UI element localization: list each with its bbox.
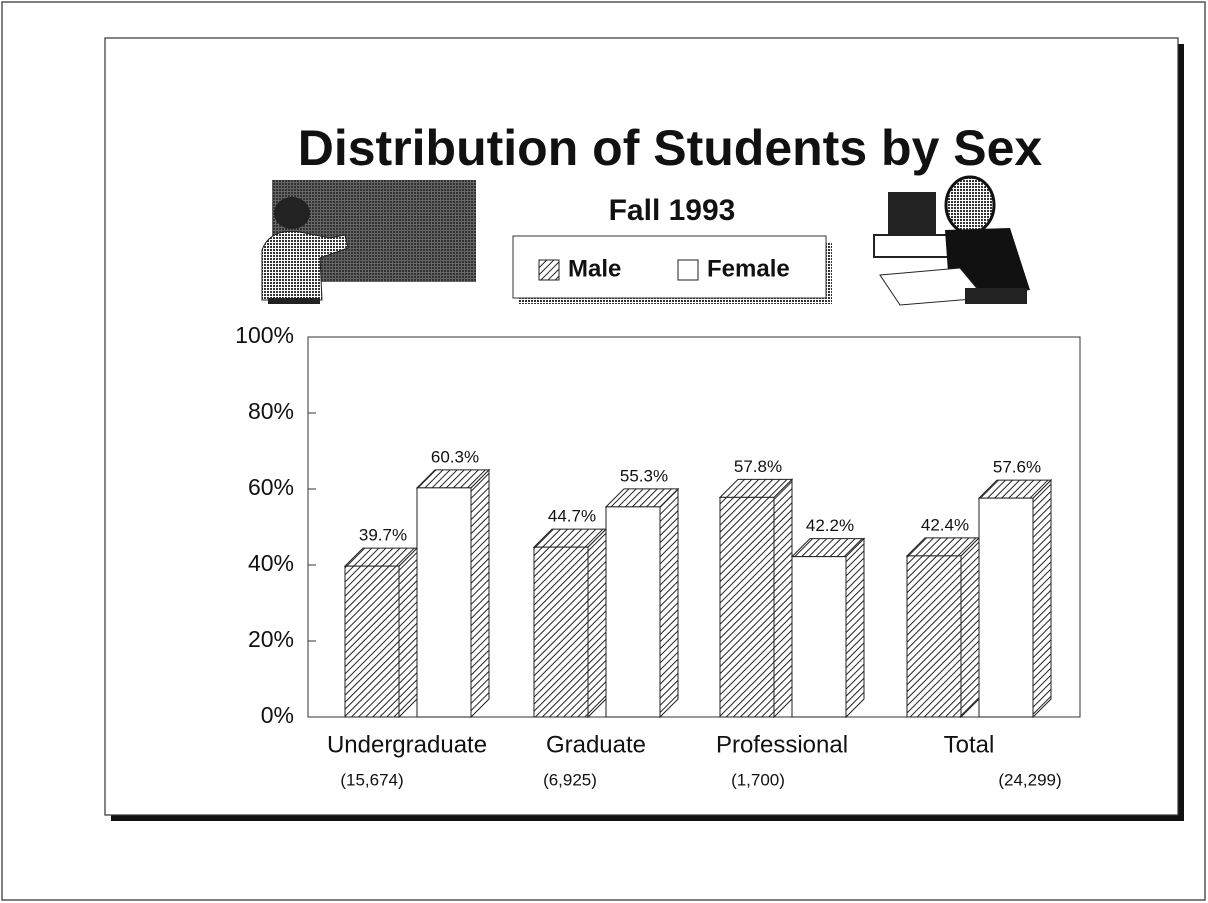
y-tick-label: 40% [248,550,294,576]
bar [979,498,1033,717]
category-note: (15,674) [340,770,403,789]
bar [720,497,774,717]
y-tick-label: 100% [235,322,294,348]
bar [534,547,588,717]
bar [417,488,471,717]
data-label: 57.8% [734,457,782,476]
bar-side [471,470,489,717]
category-note: (1,700) [731,770,785,789]
x-tick-label: Professional [716,731,848,758]
y-tick-label: 0% [261,702,294,728]
data-label: 60.3% [431,447,479,466]
y-tick-label: 60% [248,474,294,500]
bar-side [399,548,417,717]
bar [907,556,961,717]
legend-label: Male [568,255,621,282]
bar [606,507,660,717]
legend-swatch [678,260,698,280]
legend-label: Female [707,255,790,282]
data-label: 42.2% [806,516,854,535]
bar [792,557,846,717]
data-label: 57.6% [993,458,1041,477]
x-tick-label: Undergraduate [327,731,487,758]
data-label: 55.3% [620,466,668,485]
chart-subtitle: Fall 1993 [609,194,736,227]
bar-side [961,538,979,717]
chart: Distribution of Students by Sex Fall 199… [0,0,1208,903]
category-note: (6,925) [543,770,597,789]
x-tick-label: Total [944,731,995,758]
bar [345,566,399,717]
legend-swatch [539,260,559,280]
bar-side [774,479,792,717]
bar-side [1033,480,1051,717]
chart-title: Distribution of Students by Sex [298,120,1043,176]
y-tick-label: 80% [248,398,294,424]
y-tick-label: 20% [248,626,294,652]
data-label: 44.7% [548,507,596,526]
legend: Male Female [513,236,832,304]
data-label: 39.7% [359,526,407,545]
data-label: 42.4% [921,515,969,534]
x-tick-label: Graduate [546,731,646,758]
category-note: (24,299) [998,770,1061,789]
bar-side [660,489,678,717]
bar-side [588,529,606,717]
bar-side [846,539,864,717]
